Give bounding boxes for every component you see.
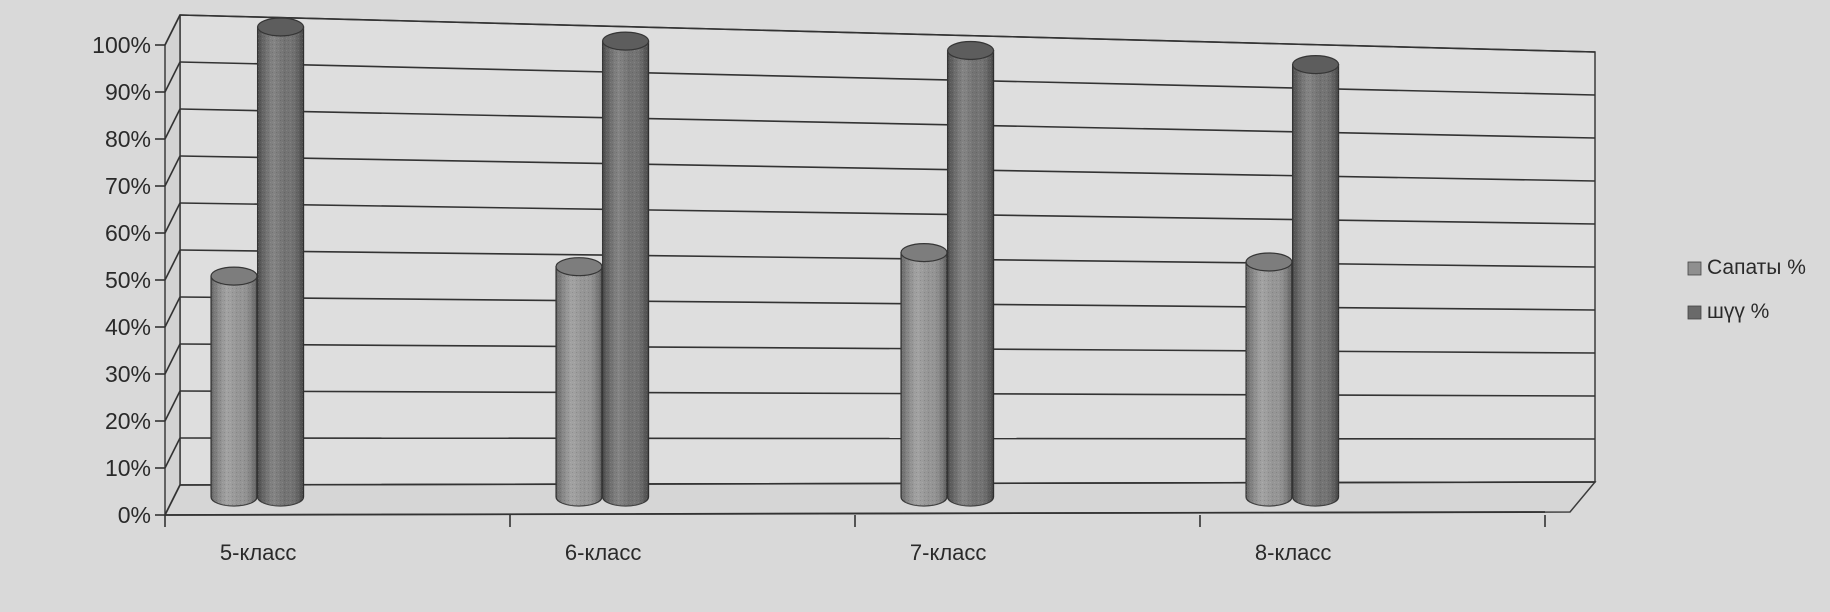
bar-texture xyxy=(211,276,257,506)
bar xyxy=(210,266,258,507)
x-tick-label: 8-класс xyxy=(1255,540,1332,565)
gridline xyxy=(179,390,1596,397)
gridlines xyxy=(164,14,1596,516)
gridline-side xyxy=(164,249,181,281)
y-tick-label: 100% xyxy=(92,32,151,58)
y-tick-label: 90% xyxy=(105,79,151,105)
gridline-side xyxy=(164,108,181,140)
bar-top-shade xyxy=(602,32,649,51)
gridline xyxy=(179,202,1596,225)
bar-top xyxy=(601,31,650,51)
bar-texture xyxy=(602,41,649,506)
gridline-side xyxy=(164,296,181,328)
bar-top-shade xyxy=(1292,55,1339,74)
bar xyxy=(1245,252,1293,507)
gridline-side xyxy=(164,484,181,516)
y-axis-ticks: 0% 10% 20% 30% 40% 50% 60% 70% 80% 90% 100% xyxy=(92,32,165,528)
bar-top xyxy=(1291,54,1340,75)
bar-texture xyxy=(1292,64,1339,506)
bars xyxy=(210,17,1340,507)
y-tick-label: 30% xyxy=(105,361,151,387)
gridline xyxy=(179,296,1596,311)
x-tick-label: 5-класс xyxy=(220,540,297,565)
y-tick-label: 40% xyxy=(105,314,151,340)
legend-swatch xyxy=(1687,261,1702,276)
bar-texture xyxy=(257,27,304,506)
chart-walls xyxy=(163,14,1597,516)
bar-texture xyxy=(901,252,947,506)
bar xyxy=(555,257,603,507)
bar xyxy=(946,40,995,507)
gridline xyxy=(179,343,1596,354)
bar-top-shade xyxy=(1246,253,1292,271)
gridline-side xyxy=(164,202,181,234)
y-tick-label: 10% xyxy=(105,455,151,481)
bar xyxy=(256,17,305,507)
bar-top xyxy=(256,17,305,37)
bar-texture xyxy=(1246,262,1292,506)
gridline xyxy=(179,14,1596,53)
y-tick-label: 50% xyxy=(105,267,151,293)
gridline xyxy=(179,61,1596,96)
gridline-side xyxy=(164,343,181,375)
legend-swatch xyxy=(1687,305,1702,320)
bar-top-shade xyxy=(257,18,304,36)
gridline xyxy=(179,249,1596,268)
gridline-side xyxy=(164,390,181,422)
gridline-side xyxy=(164,61,181,93)
bar-top xyxy=(946,40,995,61)
gridline xyxy=(179,108,1596,139)
y-tick-label: 70% xyxy=(105,173,151,199)
back-wall xyxy=(179,14,1596,486)
bar-texture xyxy=(947,50,994,506)
gridline-side xyxy=(164,14,181,46)
bar-top-shade xyxy=(947,41,994,60)
gridline xyxy=(179,481,1596,486)
chart-floor xyxy=(163,481,1597,516)
gridline xyxy=(179,437,1596,440)
x-tick-label: 6-класс xyxy=(565,540,642,565)
legend-label: шүү % xyxy=(1707,300,1769,323)
y-tick-label: 0% xyxy=(118,502,151,528)
bar xyxy=(900,243,948,507)
gridline xyxy=(179,155,1596,182)
bar xyxy=(601,31,650,507)
legend-label: Сапаты % xyxy=(1707,256,1806,279)
x-axis: 5-класс 6-класс 7-класс 8-класс xyxy=(164,511,1546,565)
y-tick-label: 60% xyxy=(105,220,151,246)
gridline-side xyxy=(164,155,181,187)
x-tick-label: 7-класс xyxy=(910,540,987,565)
x-axis-line xyxy=(164,511,1546,516)
bar-top-shade xyxy=(556,257,602,276)
y-tick-label: 20% xyxy=(105,408,151,434)
gridline-side xyxy=(164,437,181,469)
bar-top-shade xyxy=(901,243,947,262)
bar-top-shade xyxy=(211,267,257,286)
legend: Сапаты % шүү % xyxy=(1687,256,1806,323)
y-tick-label: 80% xyxy=(105,126,151,152)
bar-texture xyxy=(556,266,602,506)
bar xyxy=(1291,54,1340,507)
